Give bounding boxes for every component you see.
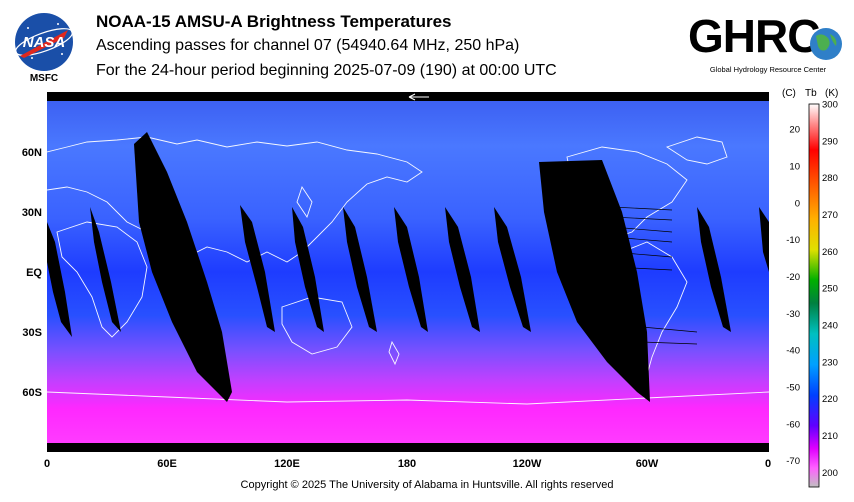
colorbar-celsius-tick: 10 xyxy=(789,162,800,173)
no-data-bottom xyxy=(47,443,769,452)
colorbar-celsius-tick: -70 xyxy=(786,456,800,467)
lon-label-120w: 120W xyxy=(512,458,542,470)
colorbar-kelvin-tick: 290 xyxy=(822,136,838,147)
lat-label-30n: 30N xyxy=(21,207,42,219)
lon-label-60e: 60E xyxy=(157,458,177,470)
colorbar: (C) Tb (K) 20 10 0 -10 -20 -30 -40 -50 -60 -70 30… xyxy=(782,88,838,488)
scanline-artifacts xyxy=(611,206,698,345)
colorbar-kelvin-tick: 220 xyxy=(822,394,838,405)
orbit-direction-arrow xyxy=(408,93,429,101)
time-period: For the 24-hour period beginning 2025-07… xyxy=(96,62,557,79)
colorbar-celsius-tick: -50 xyxy=(786,383,800,394)
colorbar-celsius-tick: 20 xyxy=(789,125,800,136)
colorbar-kelvin-tick: 230 xyxy=(822,357,838,368)
svg-text:MSFC: MSFC xyxy=(30,73,58,84)
colorbar-celsius-tick: -20 xyxy=(786,272,800,283)
colorbar-kelvin-tick: 250 xyxy=(822,284,838,295)
colorbar-kelvin-tick: 280 xyxy=(822,173,838,184)
colorbar-kelvin-tick: 270 xyxy=(822,210,838,221)
colorbar-kelvin-tick: 210 xyxy=(822,431,838,442)
no-data-top xyxy=(47,92,769,101)
colorbar-celsius-tick: -60 xyxy=(786,419,800,430)
lat-label-30s: 30S xyxy=(22,327,42,339)
lon-label-0-right: 0 xyxy=(764,458,772,470)
brightness-temperature-map xyxy=(47,92,769,452)
lat-label-60s: 60S xyxy=(22,387,42,399)
colorbar-unit-tb: Tb xyxy=(805,88,817,99)
colorbar-kelvin-tick: 300 xyxy=(822,100,838,111)
colorbar-ramp xyxy=(808,103,820,488)
lat-label-60n: 60N xyxy=(21,147,42,159)
lon-label-120e: 120E xyxy=(274,458,300,470)
colorbar-celsius-tick: -30 xyxy=(786,309,800,320)
lon-label-60w: 60W xyxy=(635,458,659,470)
svg-text:NASA: NASA xyxy=(23,34,66,51)
copyright-footer: Copyright © 2025 The University of Alaba… xyxy=(240,479,614,491)
no-data-swaths xyxy=(47,132,769,402)
chart-title: NOAA-15 AMSU-A Brightness Temperatures xyxy=(96,12,452,31)
svg-text:GHRC: GHRC xyxy=(688,10,819,62)
ghrc-logo: GHRC Global Hydrology Resource Center xyxy=(688,10,842,74)
colorbar-celsius-tick: -10 xyxy=(786,235,800,246)
colorbar-unit-k: (K) xyxy=(825,88,838,99)
lon-label-180: 180 xyxy=(397,458,417,470)
svg-text:Global Hydrology Resource Cent: Global Hydrology Resource Center xyxy=(710,65,827,74)
colorbar-celsius-tick: -40 xyxy=(786,346,800,357)
colorbar-kelvin-tick: 260 xyxy=(822,247,838,258)
colorbar-unit-c: (C) xyxy=(782,88,796,99)
colorbar-kelvin-tick: 200 xyxy=(822,468,838,479)
colorbar-celsius-tick: 0 xyxy=(795,198,800,209)
chart-subtitle: Ascending passes for channel 07 (54940.6… xyxy=(96,37,520,54)
lon-label-0-left: 0 xyxy=(43,458,51,470)
colorbar-kelvin-tick: 240 xyxy=(822,320,838,331)
lat-label-eq: EQ xyxy=(26,267,42,279)
nasa-logo: NASA MSFC xyxy=(15,13,73,84)
